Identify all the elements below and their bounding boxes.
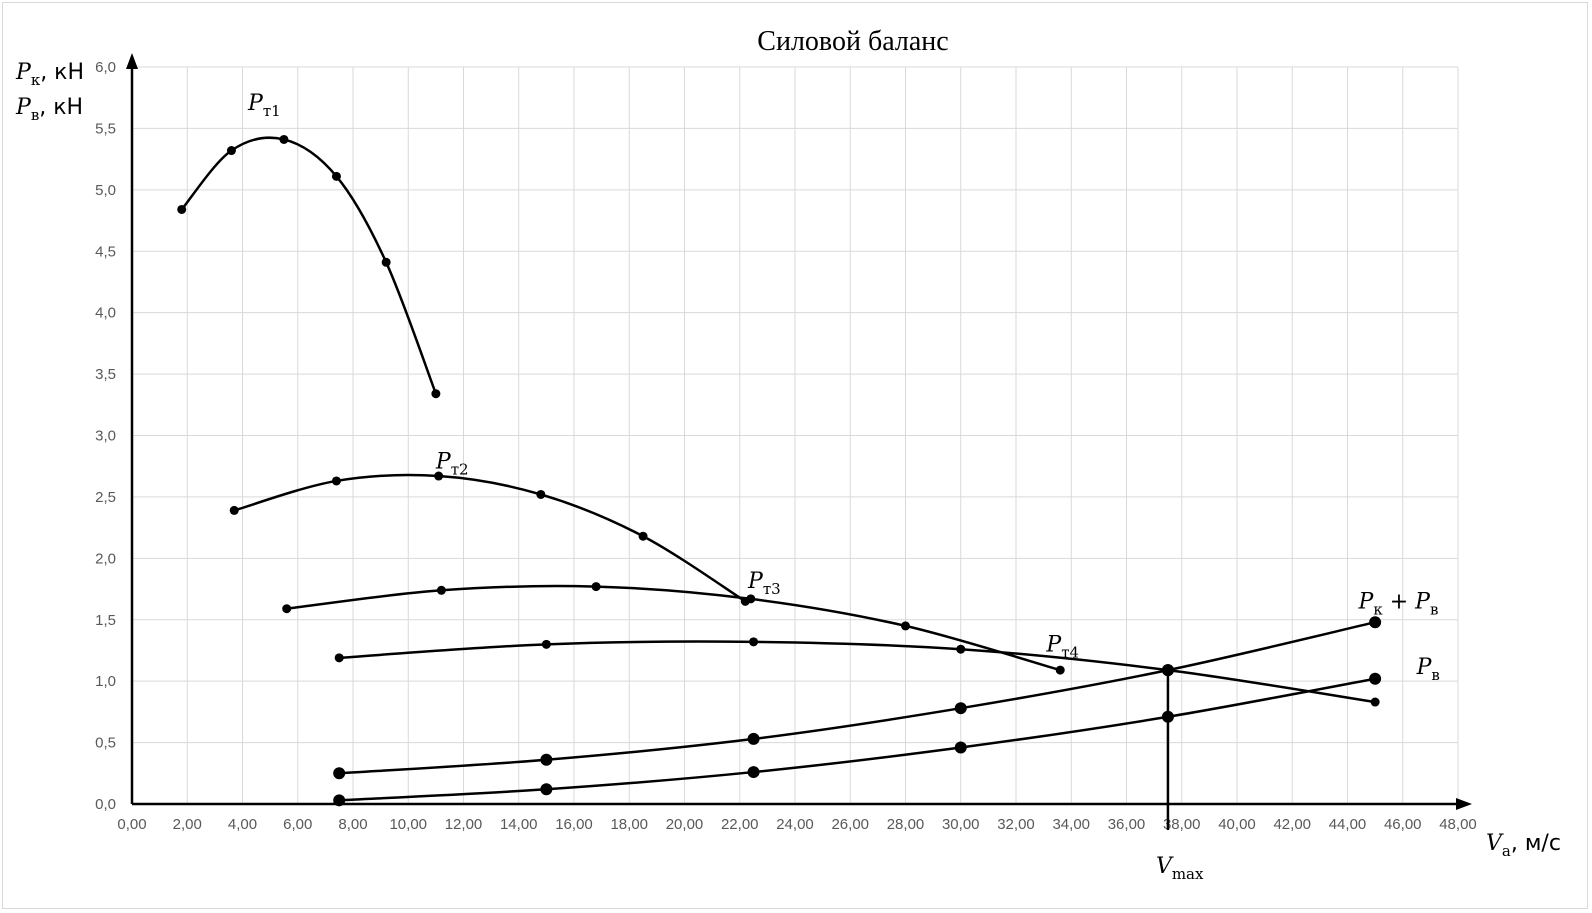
x-tick-label: 2,00 bbox=[173, 816, 202, 833]
series-pk-plus-pv bbox=[333, 616, 1382, 780]
x-tick-label: 6,00 bbox=[283, 816, 312, 833]
data-point-pk-plus-pv bbox=[954, 702, 967, 715]
x-tick-label: 42,00 bbox=[1273, 816, 1311, 833]
x-tick-label: 20,00 bbox=[666, 816, 704, 833]
series-pv bbox=[333, 672, 1382, 807]
x-tick-label: 4,00 bbox=[228, 816, 257, 833]
y-tick-label: 6,0 bbox=[95, 59, 116, 76]
x-tick-label: 32,00 bbox=[997, 816, 1035, 833]
series-line-pk-plus-pv bbox=[339, 620, 1376, 775]
series-line-pt2 bbox=[233, 473, 746, 603]
x-tick-label: 36,00 bbox=[1108, 816, 1146, 833]
x-tick-label: 38,00 bbox=[1163, 816, 1201, 833]
y-axis-label-pv: Pв, кН bbox=[15, 95, 83, 124]
data-point-pt1 bbox=[331, 171, 341, 181]
series-label-pt1: Pт1 bbox=[247, 91, 281, 120]
data-point-pt1 bbox=[177, 204, 187, 214]
series-pt4 bbox=[334, 637, 1380, 707]
y-tick-label: 1,0 bbox=[95, 673, 116, 690]
y-axis-arrow bbox=[126, 53, 138, 69]
series-label-pv: Pв bbox=[1416, 655, 1440, 684]
y-tick-label: 0,0 bbox=[95, 796, 116, 813]
data-point-pt3 bbox=[436, 585, 446, 595]
y-tick-label: 4,0 bbox=[95, 305, 116, 322]
x-tick-label: 28,00 bbox=[887, 816, 925, 833]
data-point-pv bbox=[1369, 672, 1382, 685]
series-line-pt1 bbox=[180, 136, 438, 395]
x-tick-label: 14,00 bbox=[500, 816, 538, 833]
y-tick-label: 4,5 bbox=[95, 243, 116, 260]
y-tick-label: 2,0 bbox=[95, 550, 116, 567]
y-tick-label: 5,0 bbox=[95, 182, 116, 199]
series-label-pt3: Pт3 bbox=[747, 569, 781, 598]
series-pt3 bbox=[282, 582, 1065, 675]
y-tick-label: 2,5 bbox=[95, 489, 116, 506]
data-point-pt3 bbox=[746, 594, 756, 604]
y-tick-label: 1,5 bbox=[95, 612, 116, 629]
y-tick-label: 3,5 bbox=[95, 366, 116, 383]
data-point-pt4 bbox=[1370, 697, 1380, 707]
data-point-pk-plus-pv bbox=[540, 753, 553, 766]
data-point-pt4 bbox=[334, 653, 344, 663]
data-point-pt2 bbox=[638, 531, 648, 541]
data-point-pk-plus-pv bbox=[747, 732, 760, 745]
series-label-pt2: Pт2 bbox=[435, 450, 469, 479]
data-point-pv bbox=[954, 741, 967, 754]
data-point-pt4 bbox=[749, 637, 759, 647]
x-tick-label: 18,00 bbox=[610, 816, 648, 833]
x-tick-label: 30,00 bbox=[942, 816, 980, 833]
x-tick-label: 44,00 bbox=[1329, 816, 1367, 833]
x-tick-label: 0,00 bbox=[117, 816, 146, 833]
data-point-pt3 bbox=[591, 582, 601, 592]
series-pt1 bbox=[177, 134, 441, 399]
data-point-pt1 bbox=[431, 389, 441, 399]
x-tick-label: 22,00 bbox=[721, 816, 759, 833]
x-axis-label: Va, м/с bbox=[1486, 831, 1561, 860]
data-point-pt3 bbox=[282, 604, 292, 614]
series-label-pk-plus-pv: Pк + Pв bbox=[1358, 590, 1439, 619]
x-tick-label: 34,00 bbox=[1052, 816, 1090, 833]
vmax-label: Vmax bbox=[1156, 854, 1204, 883]
x-tick-label: 24,00 bbox=[776, 816, 814, 833]
series-pt2 bbox=[229, 471, 750, 606]
x-tick-label: 10,00 bbox=[389, 816, 427, 833]
data-point-pt4 bbox=[956, 644, 966, 654]
x-tick-label: 26,00 bbox=[831, 816, 869, 833]
x-tick-label: 40,00 bbox=[1218, 816, 1256, 833]
data-point-pt4 bbox=[541, 639, 551, 649]
data-point-pv bbox=[333, 794, 346, 807]
series-line-pt3 bbox=[286, 584, 1061, 672]
data-point-pt1 bbox=[279, 134, 289, 144]
x-tick-label: 12,00 bbox=[445, 816, 483, 833]
x-tick-label: 16,00 bbox=[555, 816, 593, 833]
data-point-pt2 bbox=[434, 471, 444, 481]
x-tick-label: 8,00 bbox=[338, 816, 367, 833]
x-tick-label: 48,00 bbox=[1439, 816, 1477, 833]
data-point-pt2 bbox=[331, 476, 341, 486]
chart-title: Силовой баланс bbox=[757, 26, 948, 57]
data-point-pt2 bbox=[229, 505, 239, 515]
data-point-pv bbox=[747, 766, 760, 779]
data-point-pt2 bbox=[536, 489, 546, 499]
data-point-pk-plus-pv bbox=[333, 767, 346, 780]
x-tick-label: 46,00 bbox=[1384, 816, 1422, 833]
y-tick-label: 0,5 bbox=[95, 735, 116, 752]
data-point-pt3 bbox=[901, 621, 910, 631]
series-line-pt4 bbox=[339, 640, 1376, 704]
data-point-pt1 bbox=[226, 146, 236, 156]
vmax-point bbox=[1161, 664, 1174, 677]
data-point-pt3 bbox=[1055, 665, 1065, 675]
y-tick-label: 3,0 bbox=[95, 428, 116, 445]
y-axis-label-pk: Pк, кН bbox=[15, 60, 84, 89]
series-label-pt4: Pт4 bbox=[1045, 633, 1079, 662]
data-point-pk-plus-pv bbox=[1369, 616, 1382, 629]
data-point-pt1 bbox=[381, 257, 391, 267]
data-point-pv bbox=[540, 783, 553, 796]
series-line-pv bbox=[339, 677, 1376, 802]
y-tick-label: 5,5 bbox=[95, 120, 116, 137]
x-axis-arrow bbox=[1456, 798, 1472, 810]
